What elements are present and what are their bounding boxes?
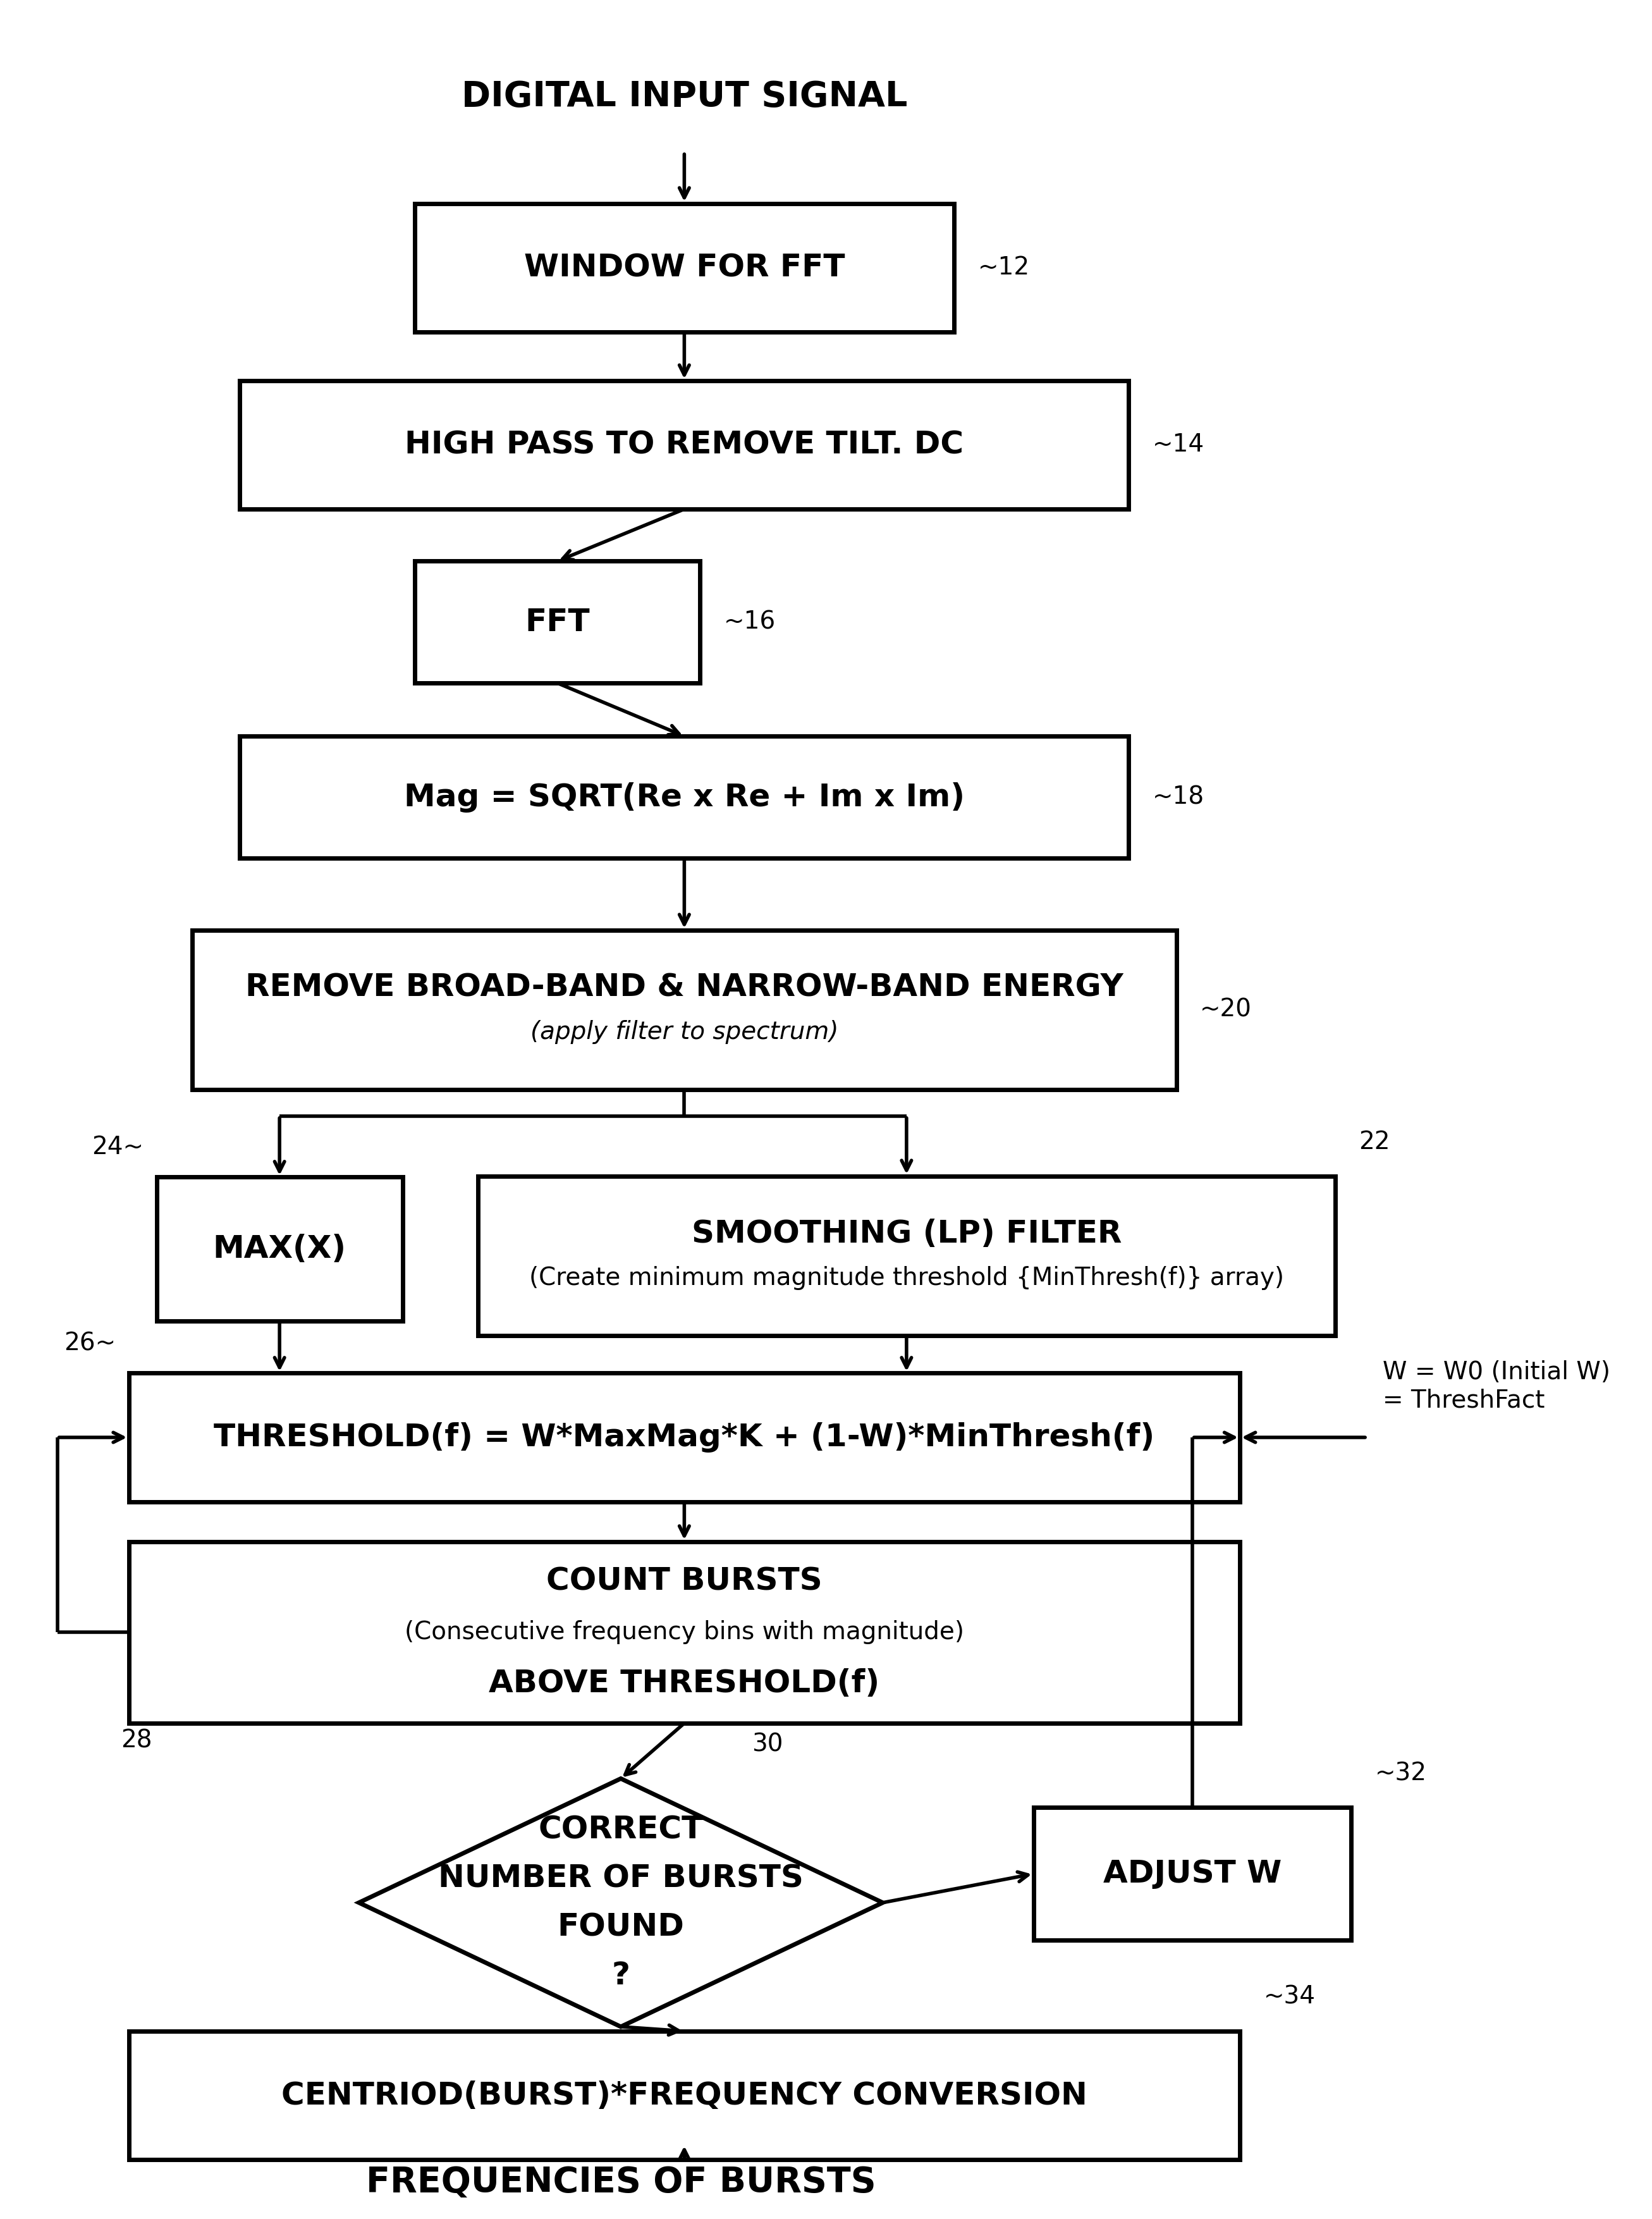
FancyBboxPatch shape [157,1176,403,1320]
Text: (Consecutive frequency bins with magnitude): (Consecutive frequency bins with magnitu… [405,1620,965,1644]
Text: 22: 22 [1360,1129,1391,1154]
FancyBboxPatch shape [129,1542,1241,1724]
Text: REMOVE BROAD-BAND & NARROW-BAND ENERGY: REMOVE BROAD-BAND & NARROW-BAND ENERGY [244,972,1123,1003]
Text: (Create minimum magnitude threshold {MinThresh(f)} array): (Create minimum magnitude threshold {Min… [529,1265,1284,1289]
Text: FOUND: FOUND [557,1913,684,1942]
Text: COUNT BURSTS: COUNT BURSTS [547,1567,823,1598]
FancyBboxPatch shape [415,204,955,333]
Text: WINDOW FOR FFT: WINDOW FOR FFT [524,253,844,282]
Text: ~14: ~14 [1153,433,1204,457]
Text: ~32: ~32 [1374,1762,1427,1786]
Text: ABOVE THRESHOLD(f): ABOVE THRESHOLD(f) [489,1669,881,1698]
Text: THRESHOLD(f) = W*MaxMag*K + (1-W)*MinThresh(f): THRESHOLD(f) = W*MaxMag*K + (1-W)*MinThr… [213,1422,1155,1453]
Text: DIGITAL INPUT SIGNAL: DIGITAL INPUT SIGNAL [461,80,907,113]
Text: ~16: ~16 [724,610,776,635]
Text: 24~: 24~ [93,1136,144,1158]
Text: W = W0 (Initial W)
= ThreshFact: W = W0 (Initial W) = ThreshFact [1383,1360,1611,1411]
Text: ~20: ~20 [1201,999,1252,1021]
Text: ~12: ~12 [978,255,1029,280]
Text: 26~: 26~ [64,1331,116,1356]
Text: HIGH PASS TO REMOVE TILT. DC: HIGH PASS TO REMOVE TILT. DC [405,430,963,459]
FancyBboxPatch shape [192,930,1176,1090]
Text: ~34: ~34 [1264,1986,1315,2008]
Text: 28: 28 [121,1729,152,1753]
Text: ~18: ~18 [1153,786,1204,810]
Text: FFT: FFT [525,608,590,637]
FancyBboxPatch shape [477,1176,1335,1336]
Polygon shape [358,1780,882,2026]
FancyBboxPatch shape [129,2030,1241,2159]
FancyBboxPatch shape [240,737,1128,859]
Text: CENTRIOD(BURST)*FREQUENCY CONVERSION: CENTRIOD(BURST)*FREQUENCY CONVERSION [281,2079,1087,2110]
Text: CORRECT: CORRECT [539,1815,704,1844]
FancyBboxPatch shape [415,561,700,683]
Text: NUMBER OF BURSTS: NUMBER OF BURSTS [438,1864,803,1893]
Text: SMOOTHING (LP) FILTER: SMOOTHING (LP) FILTER [692,1218,1122,1249]
FancyBboxPatch shape [1034,1808,1351,1939]
Text: Mag = SQRT(Re x Re + Im x Im): Mag = SQRT(Re x Re + Im x Im) [405,781,965,812]
Text: ADJUST W: ADJUST W [1104,1860,1282,1888]
Text: ?: ? [611,1962,629,1990]
FancyBboxPatch shape [240,382,1128,508]
Text: (apply filter to spectrum): (apply filter to spectrum) [530,1021,838,1043]
Text: 30: 30 [752,1733,783,1757]
FancyBboxPatch shape [129,1374,1241,1502]
Text: MAX(X): MAX(X) [213,1234,347,1265]
Text: FREQUENCIES OF BURSTS: FREQUENCIES OF BURSTS [365,2166,876,2199]
